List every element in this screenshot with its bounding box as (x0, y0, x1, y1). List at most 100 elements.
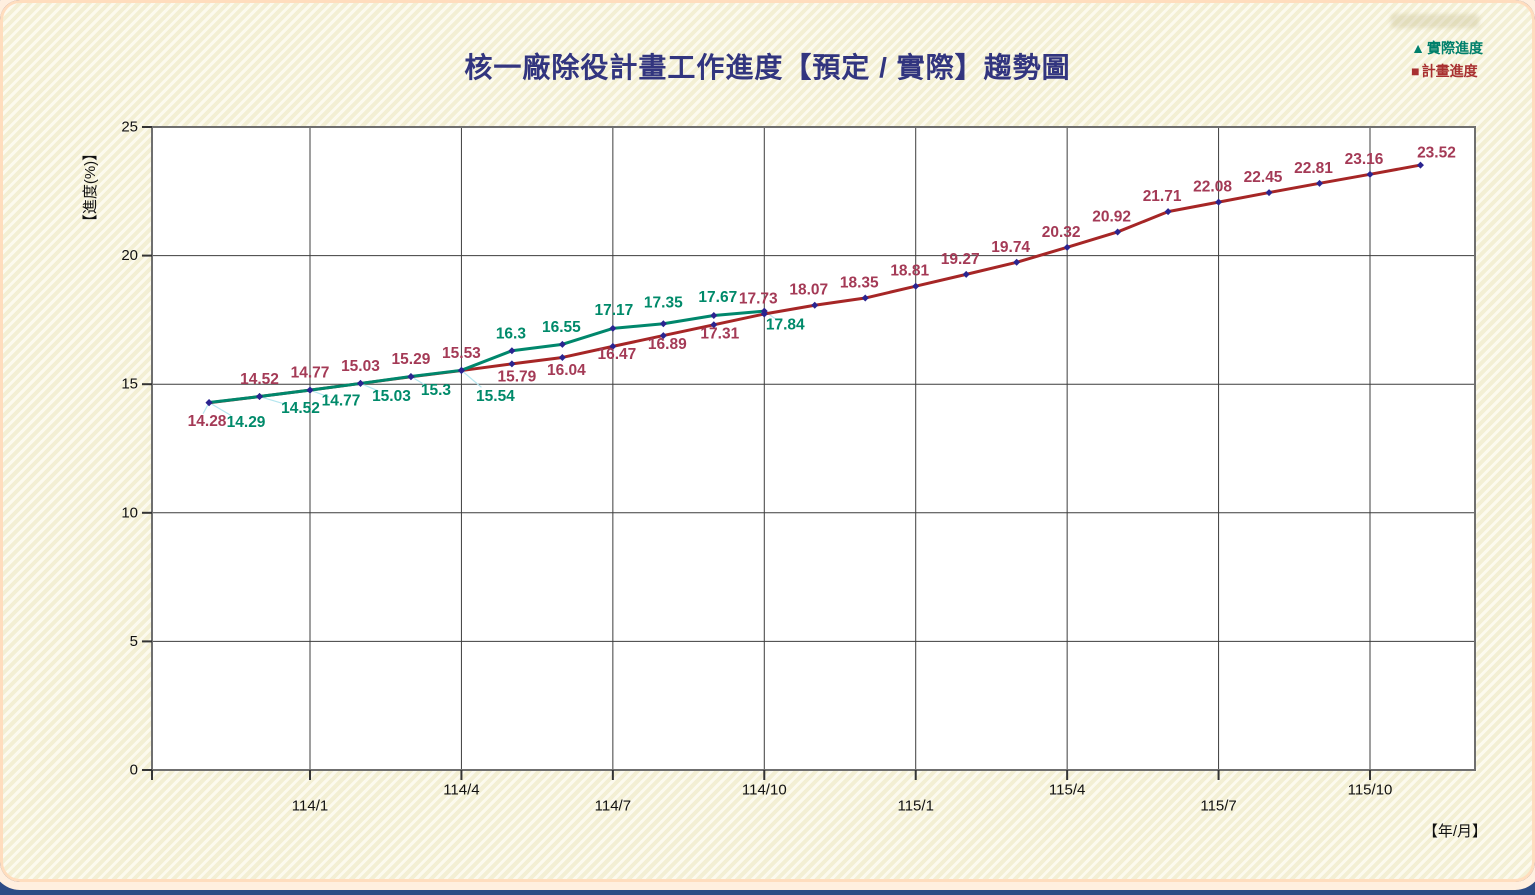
y-tick-label: 10 (121, 504, 138, 521)
data-label-actual: 17.17 (594, 302, 633, 319)
marker-actual (306, 386, 314, 394)
data-label-actual: 16.55 (542, 319, 581, 336)
plot-area (152, 127, 1475, 770)
y-tick-label: 25 (121, 119, 138, 136)
data-label-actual: 15.3 (421, 382, 452, 399)
legend-item-actual[interactable]: ▲ 實際進度 (1411, 38, 1483, 58)
data-label-actual: 14.77 (322, 393, 361, 410)
legend-ghost-item (1391, 14, 1479, 28)
x-axis-title: 【年/月】 (1422, 823, 1487, 840)
marker-actual (710, 312, 718, 320)
marker-plan (1316, 179, 1324, 187)
marker-actual (356, 379, 364, 387)
data-label-plan: 22.81 (1294, 160, 1333, 177)
data-label-plan: 15.03 (341, 358, 380, 375)
y-tick-label: 15 (121, 376, 138, 393)
marker-plan (659, 332, 667, 340)
data-label-actual: 17.84 (766, 317, 805, 334)
series-line-actual (207, 309, 766, 404)
data-label-plan: 19.74 (991, 239, 1030, 256)
marker-plan (1164, 208, 1172, 216)
data-label-actual: 17.35 (644, 294, 683, 311)
label-leader-actual (410, 375, 427, 386)
plot-border (151, 126, 1476, 771)
legend-item-plan[interactable]: ■ 計畫進度 (1411, 61, 1477, 81)
y-tick-label: 5 (130, 633, 138, 650)
marker-plan (710, 321, 718, 329)
marker-plan (962, 270, 970, 278)
marker-actual (659, 320, 667, 328)
legend: ▲ 實際進度 ■ 計畫進度 (1411, 38, 1483, 81)
marker-plan (811, 301, 819, 309)
marker-plan (1265, 189, 1273, 197)
marker-plan (1013, 258, 1021, 266)
marker-actual (256, 393, 264, 401)
x-tick-label: 115/1 (897, 798, 933, 815)
marker-plan (1366, 170, 1374, 178)
y-tick-label: 0 (130, 762, 138, 779)
data-label-plan: 17.31 (700, 325, 739, 342)
data-label-plan: 16.89 (648, 336, 687, 353)
marker-plan (508, 360, 516, 368)
label-leader-actual (309, 389, 330, 398)
data-label-actual: 15.03 (372, 388, 411, 405)
marker-actual (407, 372, 415, 380)
marker-actual (609, 324, 617, 332)
data-label-actual: 14.52 (281, 400, 320, 417)
data-label-plan: 22.45 (1244, 169, 1283, 186)
data-label-plan: 19.27 (941, 251, 980, 268)
label-leader-actual (360, 382, 380, 392)
legend-item-actual-label: 實際進度 (1427, 40, 1483, 56)
label-leader-actual (461, 369, 482, 388)
data-label-plan: 23.52 (1417, 145, 1456, 162)
page-title: 核一廠除役計畫工作進度【預定 / 實際】趨勢圖 (464, 52, 1071, 83)
data-label-plan: 17.73 (739, 290, 778, 307)
data-label-plan: 14.52 (240, 371, 279, 388)
data-label-plan: 16.04 (547, 362, 586, 379)
label-leader-actual (259, 395, 287, 406)
x-tick-label: 114/7 (595, 798, 631, 815)
data-label-plan: 14.28 (188, 413, 227, 430)
marker-actual (760, 307, 768, 315)
marker-plan (1416, 161, 1424, 169)
marker-actual (205, 398, 213, 406)
data-label-plan: 15.29 (392, 351, 431, 368)
data-label-plan: 21.71 (1143, 188, 1182, 205)
label-leader-actual (208, 401, 232, 416)
data-label-actual: 14.29 (227, 414, 266, 431)
marker-plan (1063, 243, 1071, 251)
square-marker-icon: ■ (1411, 63, 1420, 79)
data-label-plan: 14.77 (291, 365, 330, 382)
data-label-plan: 22.08 (1193, 179, 1232, 196)
x-tick-label: 114/4 (443, 782, 479, 799)
marker-actual (457, 366, 465, 374)
marker-plan (912, 282, 920, 290)
data-label-plan: 18.07 (789, 282, 828, 299)
triangle-marker-icon: ▲ (1411, 40, 1425, 56)
legend-item-plan-label: 計畫進度 (1421, 63, 1478, 79)
x-tick-label: 115/10 (1348, 782, 1393, 799)
data-label-plan: 15.53 (442, 345, 481, 362)
data-label-actual: 16.3 (496, 325, 527, 342)
data-label-actual: 17.67 (698, 289, 737, 306)
x-tick-label: 114/1 (292, 798, 328, 815)
data-label-plan: 20.32 (1042, 224, 1081, 241)
marker-actual (508, 347, 516, 355)
data-label-plan: 23.16 (1345, 151, 1384, 168)
marker-plan (558, 353, 566, 361)
marker-plan (861, 294, 869, 302)
data-label-plan: 18.81 (890, 263, 929, 280)
data-label-plan: 18.35 (840, 275, 879, 292)
y-tick-label: 20 (121, 247, 138, 264)
x-tick-label: 114/10 (742, 782, 787, 799)
x-tick-label: 115/7 (1200, 798, 1236, 815)
marker-plan (609, 342, 617, 350)
data-label-plan: 20.92 (1092, 208, 1131, 225)
data-label-plan: 15.79 (498, 368, 537, 385)
marker-plan (1215, 198, 1223, 206)
marker-plan (1114, 228, 1122, 236)
data-label-actual: 15.54 (476, 388, 515, 405)
x-tick-label: 115/4 (1049, 782, 1085, 799)
marker-actual (558, 340, 566, 348)
